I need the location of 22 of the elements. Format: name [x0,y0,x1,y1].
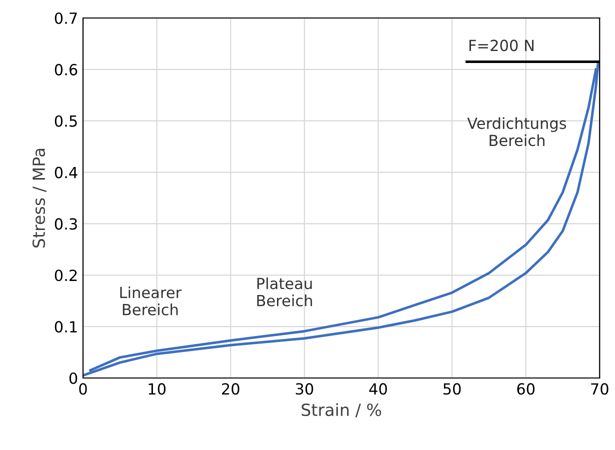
y-tick-label: 0 [69,372,78,384]
y-tick-label: 0.5 [54,115,77,127]
y-tick-label: 0.3 [54,218,77,230]
x-axis-title: Strain / % [302,403,382,418]
y-tick-label: 0.4 [54,166,78,178]
y-tick-label: 0.2 [54,270,77,282]
x-tick-label: 10 [148,383,166,395]
y-tick-label: 0.1 [54,321,77,333]
x-tick-label: 20 [222,383,240,395]
annotation: Linearer Bereich [120,286,182,316]
x-tick-label: 0 [79,383,87,395]
annotation: Verdichtungs Bereich [467,117,566,146]
x-tick-label: 70 [591,383,608,395]
y-tick-label: 0.7 [54,12,77,24]
x-tick-label: 40 [369,383,387,395]
x-tick-label: 60 [517,383,535,395]
annotation: Plateau Bereich [257,277,312,306]
x-tick-label: 30 [296,383,314,395]
x-tick-label: 50 [443,383,461,395]
annotation: F=200 N [469,40,534,52]
y-axis-title: Stress / MPa [32,148,46,248]
y-tick-label: 0.6 [54,64,78,76]
